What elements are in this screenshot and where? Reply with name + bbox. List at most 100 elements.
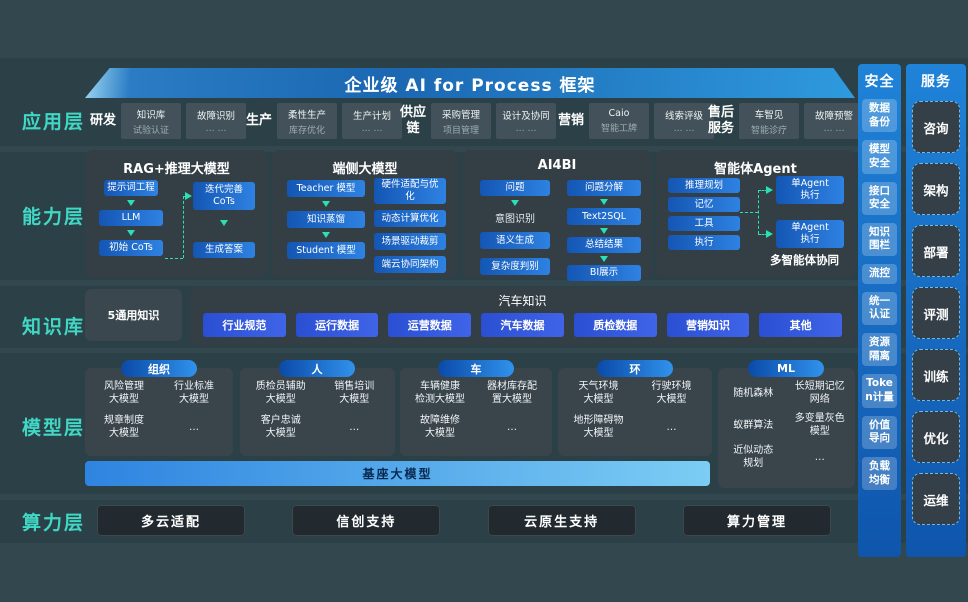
security-item: 数据备份 bbox=[862, 99, 897, 133]
knowledge-item: 汽车数据 bbox=[481, 313, 564, 337]
app-card-line1: 设计及协同 bbox=[502, 111, 550, 122]
panel-edge-model: 端侧大模型 Teacher 模型 知识蒸馏 Student 模型 硬件适配与优化… bbox=[272, 150, 458, 278]
panel-title: 智能体Agent bbox=[714, 162, 797, 177]
app-card: 柔性生产 库存优化 bbox=[277, 103, 338, 139]
model-entry: … bbox=[349, 421, 360, 433]
list-item: 端云协同架构 bbox=[374, 256, 446, 273]
app-card-line2: 库存优化 bbox=[289, 125, 326, 136]
arrow-down-icon bbox=[127, 229, 135, 236]
compute-item: 多云适配 bbox=[97, 505, 245, 536]
model-group-ml bbox=[718, 368, 855, 488]
app-card-line1: 柔性生产 bbox=[288, 109, 327, 121]
panel-title: RAG+推理大模型 bbox=[123, 162, 230, 177]
knowledge-items-row: 行业规范 运行数据 运营数据 汽车数据 质检数据 营销知识 其他 bbox=[198, 313, 847, 337]
layer-label-compute: 算力层 bbox=[22, 512, 86, 534]
model-entry: 器材库存配 置大模型 bbox=[487, 381, 537, 405]
knowledge-item: 质检数据 bbox=[573, 313, 657, 337]
security-item: 负载均衡 bbox=[862, 456, 897, 491]
flow-step: Text2SQL bbox=[567, 208, 641, 225]
ai4bi-flow-right: 问题分解 Text2SQL 总结结果 BI展示 bbox=[564, 180, 644, 281]
app-card-line1: 知识库 bbox=[136, 109, 166, 121]
service-item: 架构 bbox=[912, 163, 960, 215]
compute-row: 多云适配 信创支持 云原生支持 算力管理 bbox=[85, 505, 843, 536]
panel-agent: 智能体Agent 推理规划 记忆 工具 执行 单Agent 执行 单Agent … bbox=[656, 150, 855, 278]
connector-line bbox=[165, 258, 183, 259]
model-entry: 车辆健康 检测大模型 bbox=[415, 381, 465, 405]
flow-step: 生成答案 bbox=[193, 242, 255, 258]
sidebar-security-title: 安全 bbox=[864, 74, 895, 90]
arrow-down-icon bbox=[511, 200, 519, 206]
flow-step: 问题 bbox=[480, 180, 550, 196]
app-card-line2: … … bbox=[515, 124, 537, 134]
app-card: 采购管理 项目管理 bbox=[431, 103, 492, 139]
service-item: 训练 bbox=[912, 349, 960, 401]
connector-line bbox=[758, 190, 759, 234]
app-card-line1: Caio bbox=[608, 108, 630, 119]
knowledge-item: 营销知识 bbox=[666, 313, 750, 337]
panel-rag: RAG+推理大模型 提示词工程 LLM 初始 CoTs 迭代完善 CoTs 生成… bbox=[85, 150, 268, 278]
model-entry: … bbox=[189, 421, 199, 433]
app-card-line1: 故障识别 bbox=[197, 111, 236, 122]
security-item: 价值导向 bbox=[862, 415, 897, 449]
app-card-line2: … … bbox=[205, 124, 227, 134]
list-item: 硬件适配与优化 bbox=[374, 178, 446, 204]
flow-step: Student 模型 bbox=[287, 242, 365, 259]
knowledge-item: 其他 bbox=[759, 313, 843, 337]
model-entry: … bbox=[814, 451, 825, 463]
flow-step: 迭代完善 CoTs bbox=[193, 182, 255, 210]
app-group-name: 生产 bbox=[246, 113, 273, 129]
knowledge-item: 行业规范 bbox=[203, 313, 286, 337]
compute-item: 算力管理 bbox=[682, 505, 831, 536]
model-pill: ML bbox=[748, 360, 824, 377]
app-group-marketing: 营销 Caio 智能工牌 线索评级 … … bbox=[558, 101, 715, 141]
app-group-name: 售后 服务 bbox=[708, 105, 735, 136]
model-pill: 组织 bbox=[121, 360, 197, 377]
list-item: 场景驱动裁剪 bbox=[374, 233, 446, 250]
agent-note: 多智能体协同 bbox=[770, 253, 839, 267]
flow-step: 知识蒸馏 bbox=[287, 211, 365, 228]
panel-title: AI4BI bbox=[537, 158, 577, 173]
arrow-down-icon bbox=[127, 199, 135, 206]
security-item: 流控 bbox=[862, 264, 897, 284]
model-group-people bbox=[240, 368, 395, 456]
connector-line bbox=[758, 234, 768, 235]
arrow-down-icon bbox=[322, 201, 330, 207]
app-group-name: 研发 bbox=[90, 113, 117, 129]
sidebar-security: 安全 数据备份 模型安全 接口安全 知识围栏 流控 统一认证 资源隔离 Toke… bbox=[858, 64, 901, 557]
compute-item: 云原生支持 bbox=[487, 505, 636, 536]
arrow-down-icon bbox=[600, 228, 608, 234]
model-grid-environment: 天气环境 大模型 行驶环境 大模型 地形障碍物 大模型 … bbox=[562, 380, 708, 440]
app-card: 车智见 智能诊疗 bbox=[739, 103, 800, 139]
model-group-vehicle bbox=[400, 368, 552, 456]
security-item: 模型安全 bbox=[862, 140, 897, 174]
arrow-down-icon bbox=[220, 220, 228, 226]
connector-line bbox=[740, 212, 758, 213]
model-entry: … bbox=[666, 421, 677, 433]
model-entry: 客户忠诚 大模型 bbox=[260, 415, 301, 439]
layer-label-model: 模型层 bbox=[22, 417, 86, 439]
app-group-name: 营销 bbox=[558, 113, 585, 129]
arrow-right-icon bbox=[766, 186, 773, 194]
sidebar-service-title: 服务 bbox=[921, 74, 951, 90]
security-item: 知识围栏 bbox=[862, 222, 897, 257]
rag-flow-left: 提示词工程 LLM 初始 CoTs bbox=[97, 180, 165, 256]
app-card: 故障预警 … … bbox=[804, 103, 865, 139]
sidebar-service: 服务 咨询 架构 部署 评测 训练 优化 运维 bbox=[906, 64, 966, 557]
model-entry: 长短期记忆 网络 bbox=[794, 381, 845, 405]
app-card: 故障识别 … … bbox=[186, 103, 247, 139]
agent-list-left: 推理规划 记忆 工具 执行 bbox=[668, 178, 740, 250]
model-grid-vehicle: 车辆健康 检测大模型 器材库存配 置大模型 故障维修 大模型 … bbox=[404, 380, 548, 440]
service-item: 咨询 bbox=[912, 101, 960, 153]
edge-list-right: 硬件适配与优化 动态计算优化 场景驱动裁剪 端云协同架构 bbox=[372, 178, 448, 273]
model-entry: 规章制度 大模型 bbox=[104, 415, 144, 439]
layer-label-capability: 能力层 bbox=[22, 206, 86, 228]
model-entry: 近似动态 规划 bbox=[733, 445, 774, 469]
connector-line bbox=[183, 196, 184, 258]
model-entry: 随机森林 bbox=[733, 387, 774, 399]
app-card-line2: 项目管理 bbox=[443, 125, 480, 136]
flow-step: BI展示 bbox=[567, 265, 641, 281]
security-item: 资源隔离 bbox=[862, 333, 897, 367]
arrow-down-icon bbox=[322, 232, 330, 238]
app-group-production: 生产 柔性生产 库存优化 生产计划 … … bbox=[246, 101, 403, 141]
security-item: Token计量 bbox=[862, 374, 897, 408]
